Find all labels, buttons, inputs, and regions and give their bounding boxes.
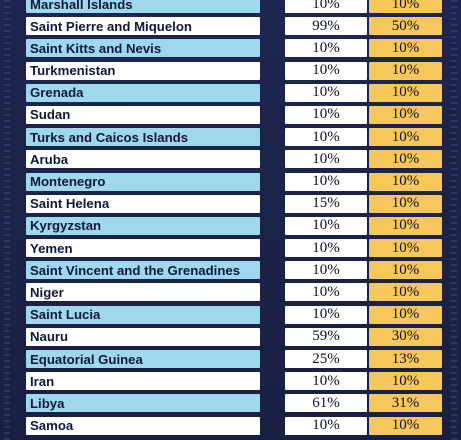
tariff-value: 10% <box>285 239 367 258</box>
reciprocal-tariff-value: 10% <box>369 128 442 147</box>
reciprocal-tariff-value: 31% <box>369 394 442 413</box>
reciprocal-tariff-value: 10% <box>369 172 442 191</box>
country-name: Nauru <box>26 327 260 346</box>
tariff-value: 10% <box>285 216 367 235</box>
tariff-value: 10% <box>285 83 367 102</box>
reciprocal-tariff-value: 10% <box>369 0 442 13</box>
table-row: Saint Kitts and Nevis 10% 10% <box>26 37 461 59</box>
tariff-value: 99% <box>285 17 367 36</box>
country-name: Yemen <box>26 239 260 258</box>
reciprocal-tariff-value: 10% <box>369 372 442 391</box>
tariff-value: 10% <box>285 172 367 191</box>
tariff-value: 25% <box>285 350 367 368</box>
tariff-value: 10% <box>285 372 367 391</box>
table-row: Nauru 59% 30% <box>26 326 461 348</box>
country-name: Equatorial Guinea <box>26 350 260 368</box>
reciprocal-tariff-value: 10% <box>369 150 442 169</box>
tariff-value: 10% <box>285 61 367 80</box>
country-name: Kyrgyzstan <box>26 216 260 235</box>
table-row: Yemen 10% 10% <box>26 237 461 259</box>
table-row: Niger 10% 10% <box>26 281 461 303</box>
reciprocal-tariff-value: 10% <box>369 83 442 102</box>
tariff-value: 10% <box>285 105 367 124</box>
tariff-value: 10% <box>285 128 367 147</box>
table-row: Turks and Caicos Islands 10% 10% <box>26 126 461 148</box>
table-row: Montenegro 10% 10% <box>26 171 461 193</box>
country-name: Libya <box>26 394 260 413</box>
table-row: Libya 61% 31% <box>26 392 461 414</box>
tariff-value: 10% <box>285 416 367 435</box>
tariff-value: 10% <box>285 39 367 58</box>
tariff-value: 10% <box>285 283 367 302</box>
reciprocal-tariff-value: 10% <box>369 261 442 280</box>
tariff-value: 61% <box>285 394 367 413</box>
country-name: Marshall Islands <box>26 0 260 13</box>
country-name: Montenegro <box>26 172 260 191</box>
reciprocal-tariff-value: 30% <box>369 327 442 346</box>
table-row: Saint Helena 15% 10% <box>26 193 461 215</box>
country-name: Aruba <box>26 150 260 169</box>
table-row: Turkmenistan 10% 10% <box>26 60 461 82</box>
tariff-value: 59% <box>285 327 367 346</box>
tariff-value: 10% <box>285 150 367 169</box>
table-row: Kyrgyzstan 10% 10% <box>26 215 461 237</box>
table-row: Saint Pierre and Miquelon 99% 50% <box>26 15 461 37</box>
tariff-value: 10% <box>285 0 367 13</box>
table-row: Aruba 10% 10% <box>26 148 461 170</box>
table-row: Samoa 10% 10% <box>26 415 461 437</box>
country-name: Grenada <box>26 83 260 102</box>
table-row: Equatorial Guinea 25% 13% <box>26 348 461 370</box>
country-name: Turkmenistan <box>26 61 260 80</box>
country-name: Sudan <box>26 105 260 124</box>
reciprocal-tariff-value: 10% <box>369 283 442 302</box>
reciprocal-tariff-value: 10% <box>369 216 442 235</box>
country-name: Iran <box>26 372 260 391</box>
reciprocal-tariff-value: 10% <box>369 105 442 124</box>
country-name: Saint Helena <box>26 194 260 213</box>
country-name: Saint Pierre and Miquelon <box>26 17 260 36</box>
tariff-value: 10% <box>285 261 367 280</box>
table-row: Saint Vincent and the Grenadines 10% 10% <box>26 259 461 281</box>
reciprocal-tariff-value: 10% <box>369 61 442 80</box>
tariff-table: Marshall Islands 10% 10% Saint Pierre and M… <box>26 0 461 437</box>
table-row: Grenada 10% 10% <box>26 82 461 104</box>
reciprocal-tariff-value: 50% <box>369 17 442 36</box>
reciprocal-tariff-value: 10% <box>369 39 442 58</box>
country-name: Turks and Caicos Islands <box>26 128 260 147</box>
tariff-value: 15% <box>285 194 367 213</box>
country-name: Samoa <box>26 416 260 435</box>
table-row: Sudan 10% 10% <box>26 104 461 126</box>
country-name: Saint Lucia <box>26 305 260 324</box>
reciprocal-tariff-value: 13% <box>369 350 442 368</box>
country-name: Niger <box>26 283 260 302</box>
table-row: Saint Lucia 10% 10% <box>26 304 461 326</box>
table-row: Marshall Islands 10% 10% <box>26 0 461 15</box>
right-border-decoration <box>451 0 457 440</box>
reciprocal-tariff-value: 10% <box>369 305 442 324</box>
country-name: Saint Vincent and the Grenadines <box>26 261 260 280</box>
country-name: Saint Kitts and Nevis <box>26 39 260 58</box>
tariff-value: 10% <box>285 305 367 324</box>
reciprocal-tariff-value: 10% <box>369 194 442 213</box>
left-border-decoration <box>4 0 10 440</box>
table-row: Iran 10% 10% <box>26 370 461 392</box>
reciprocal-tariff-value: 10% <box>369 239 442 258</box>
reciprocal-tariff-value: 10% <box>369 416 442 435</box>
